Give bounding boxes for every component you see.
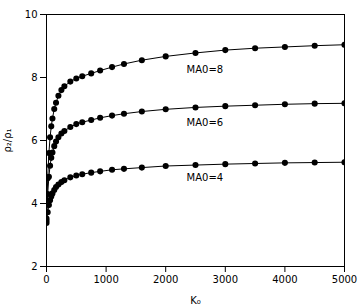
svg-text:MA0=4: MA0=4	[187, 172, 224, 183]
svg-text:4: 4	[31, 198, 37, 209]
svg-text:3000: 3000	[213, 274, 238, 285]
svg-text:10: 10	[25, 9, 38, 20]
svg-text:5000: 5000	[332, 274, 357, 285]
svg-text:0: 0	[43, 274, 49, 285]
svg-text:K₀: K₀	[190, 295, 201, 306]
svg-text:4000: 4000	[272, 274, 297, 285]
svg-text:2000: 2000	[153, 274, 178, 285]
svg-text:MA0=8: MA0=8	[187, 64, 224, 75]
svg-text:6: 6	[31, 135, 37, 146]
svg-text:8: 8	[31, 72, 37, 83]
svg-text:ρ₂/ρ₁: ρ₂/ρ₁	[2, 128, 13, 152]
svg-text:MA0=6: MA0=6	[187, 117, 224, 128]
svg-text:1000: 1000	[93, 274, 118, 285]
svg-text:2: 2	[31, 261, 37, 272]
